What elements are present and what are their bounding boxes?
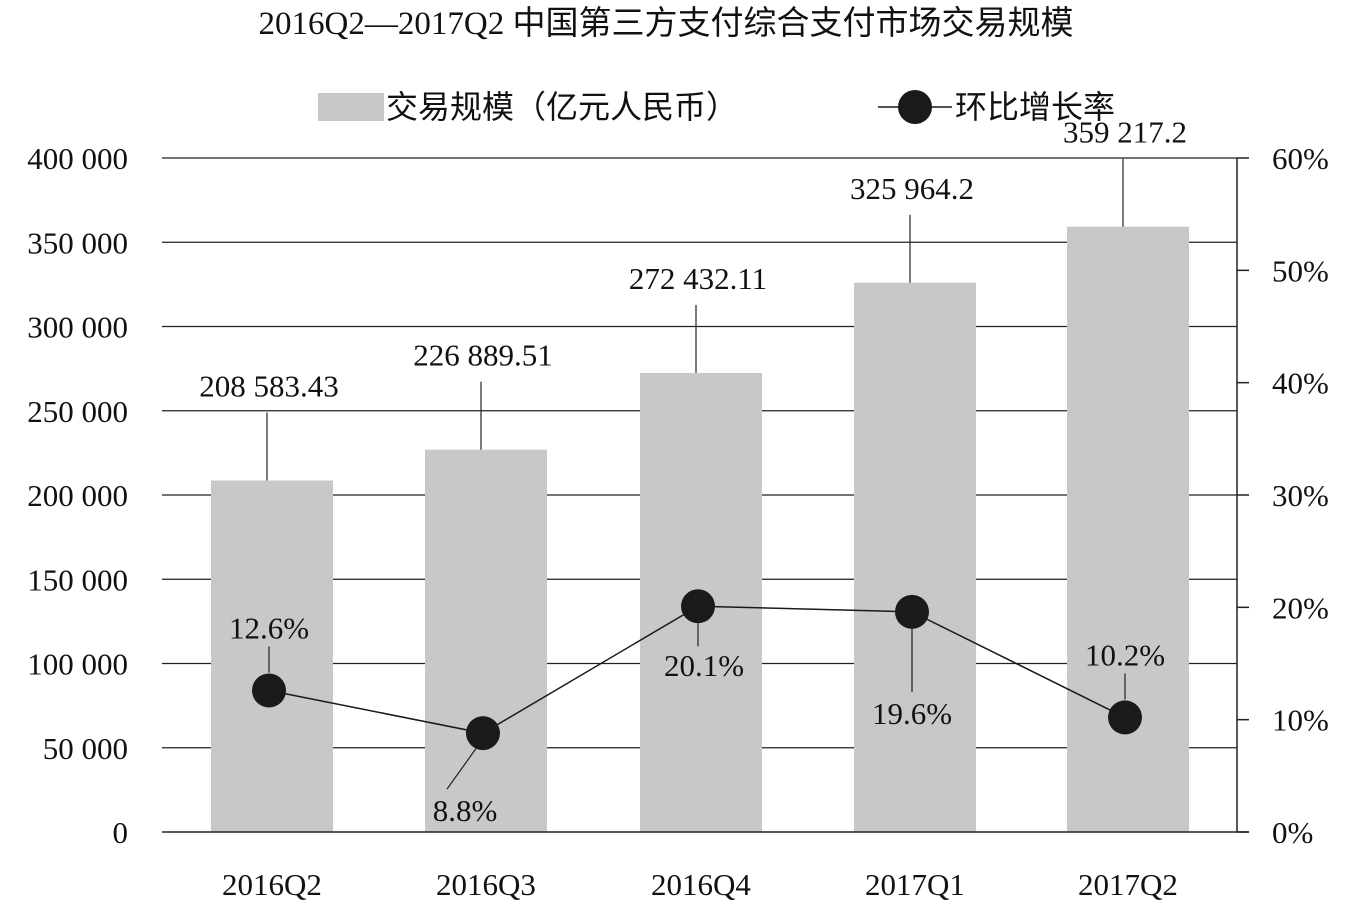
- bar-data-label: 359 217.2: [1063, 115, 1187, 150]
- bar-data-label: 226 889.51: [413, 338, 553, 373]
- bar-data-label: 272 432.11: [629, 261, 767, 296]
- left-axis-ticks: 0 50 000 100 000 150 000 200 000 250 000 300 0…: [27, 141, 128, 850]
- category-label: 2016Q4: [651, 867, 751, 902]
- left-tick-label: 400 000: [27, 141, 128, 176]
- category-label: 2016Q2: [222, 867, 322, 902]
- rate-label-leader: [446, 746, 478, 790]
- right-tick-label: 60%: [1272, 141, 1329, 176]
- left-tick-label: 0: [113, 815, 129, 850]
- left-tick-label: 300 000: [27, 310, 128, 345]
- rate-data-label: 8.8%: [433, 793, 498, 828]
- left-tick-label: 350 000: [27, 225, 128, 260]
- rate-point: [681, 589, 715, 624]
- legend: 交易规模（亿元人民币） 环比增长率: [318, 89, 1115, 125]
- left-tick-label: 50 000: [43, 731, 128, 766]
- right-tick-label: 20%: [1272, 590, 1329, 625]
- right-axis-ticks: 0% 10% 20% 30% 40% 50% 60%: [1237, 141, 1329, 850]
- rate-data-label: 20.1%: [664, 648, 744, 683]
- rate-point: [252, 673, 286, 708]
- left-tick-label: 250 000: [27, 394, 128, 429]
- rate-point: [466, 716, 500, 751]
- bar-series: [211, 226, 1189, 833]
- bar: [1067, 226, 1189, 833]
- left-tick-label: 100 000: [27, 647, 128, 682]
- right-tick-label: 10%: [1272, 703, 1329, 738]
- rate-point: [1108, 700, 1142, 735]
- left-tick-label: 150 000: [27, 562, 128, 597]
- bar-data-label: 208 583.43: [199, 369, 339, 404]
- legend-line-label: 环比增长率: [955, 89, 1115, 125]
- right-tick-label: 30%: [1272, 478, 1329, 513]
- right-tick-label: 50%: [1272, 253, 1329, 288]
- category-labels: 2016Q2 2016Q3 2016Q4 2017Q1 2017Q2: [222, 867, 1178, 902]
- line-series: [252, 589, 1142, 751]
- bar: [211, 480, 333, 832]
- right-tick-label: 40%: [1272, 366, 1329, 401]
- legend-line-marker: [898, 90, 932, 124]
- bar-data-labels: 208 583.43 226 889.51 272 432.11 325 964.2 3…: [199, 115, 1187, 481]
- legend-bar-swatch: [318, 93, 384, 121]
- bar: [854, 282, 976, 832]
- bar-data-label: 325 964.2: [850, 171, 974, 206]
- category-label: 2017Q2: [1078, 867, 1178, 902]
- rate-data-label: 12.6%: [229, 610, 309, 645]
- category-label: 2016Q3: [436, 867, 536, 902]
- legend-bar-label: 交易规模（亿元人民币）: [386, 89, 738, 125]
- chart-title: 2016Q2—2017Q2 中国第三方支付综合支付市场交易规模: [259, 5, 1074, 42]
- right-tick-label: 0%: [1272, 815, 1313, 850]
- bar: [425, 449, 547, 832]
- rate-point: [895, 594, 929, 629]
- rate-data-label: 10.2%: [1085, 637, 1165, 672]
- category-label: 2017Q1: [865, 867, 965, 902]
- line-data-labels: 12.6% 8.8% 20.1% 19.6% 10.2%: [229, 610, 1165, 828]
- rate-data-label: 19.6%: [872, 696, 952, 731]
- left-tick-label: 200 000: [27, 478, 128, 513]
